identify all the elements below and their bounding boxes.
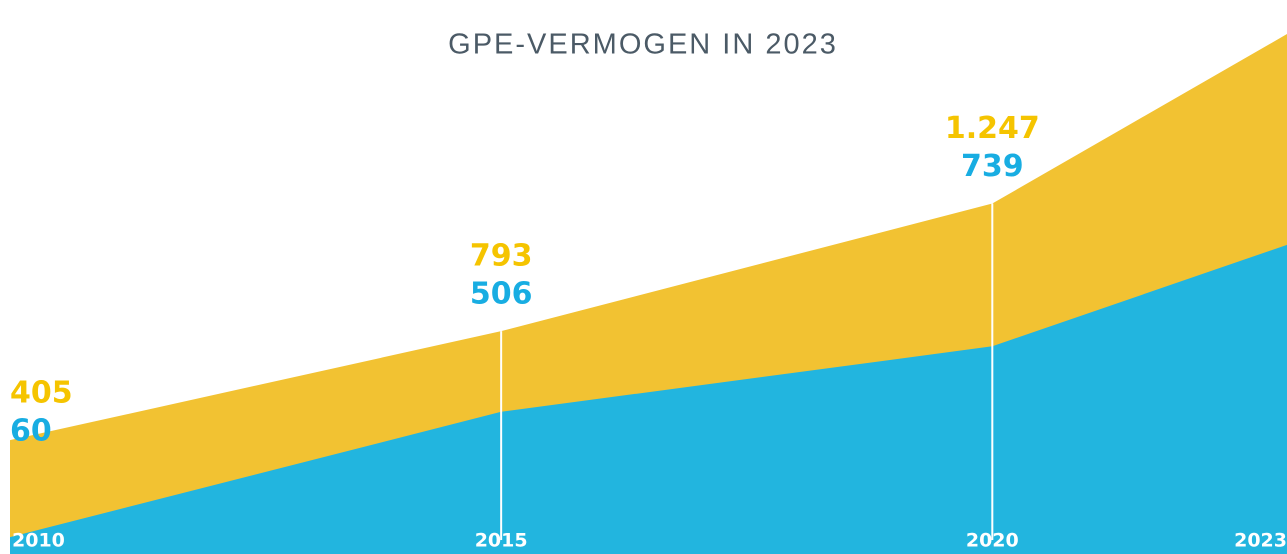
value-label: 506 (470, 277, 533, 312)
x-tick-label: 2015 (475, 530, 528, 552)
x-tick-label: 2010 (12, 530, 65, 552)
value-label: 793 (470, 239, 533, 274)
value-label: 1.247 (945, 111, 1040, 146)
chart-subtitle: GPE-VERMOGEN IN 2023 (448, 29, 838, 61)
x-tick-label: 2023 (1234, 530, 1287, 552)
value-label: 60 (10, 414, 52, 449)
value-label: 405 (10, 376, 73, 411)
chart: GPE-VERMOGEN IN 2023 40560 793506 1.247739… (0, 0, 1287, 554)
x-tick-label: 2020 (966, 530, 1019, 552)
value-label: 739 (961, 149, 1024, 184)
